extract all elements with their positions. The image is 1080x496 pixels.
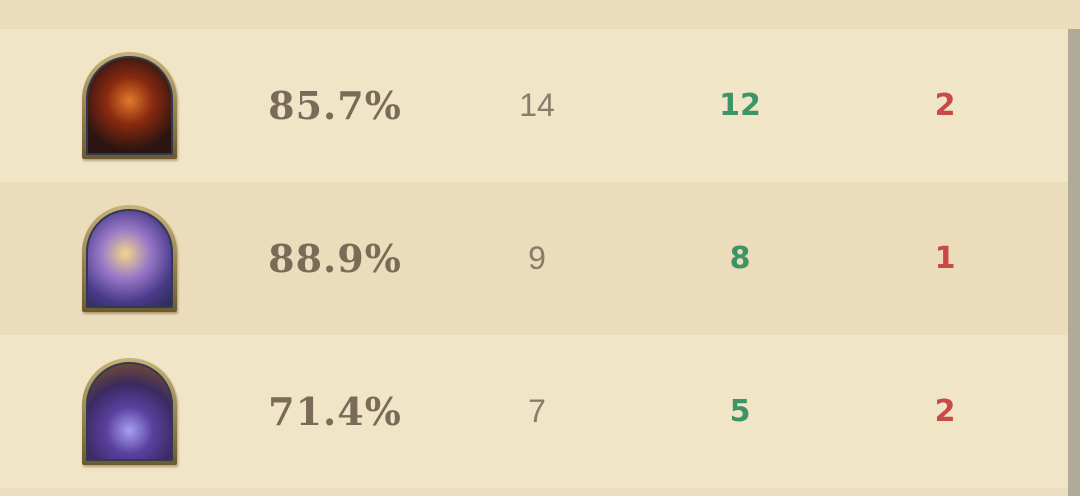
wins: 12 [719,88,761,123]
winrate: 71.4% [268,389,402,434]
hero-portrait-icon [82,358,177,465]
wins: 5 [729,394,751,429]
hero-portrait-icon [82,52,177,159]
losses: 2 [934,394,956,429]
winrate: 85.7% [268,83,402,128]
losses: 1 [934,241,956,276]
wins: 8 [729,241,751,276]
games-played: 7 [528,393,546,429]
games-played: 9 [528,240,546,276]
header-strip [0,0,1080,29]
hero-stats-table: 85.7% 14 12 2 88.9% 9 8 1 71.4% 7 5 2 [0,29,1068,488]
table-row[interactable]: 88.9% 9 8 1 [0,182,1068,335]
scrollbar[interactable] [1068,29,1080,496]
games-played: 14 [519,87,555,123]
table-row[interactable]: 85.7% 14 12 2 [0,29,1068,182]
hero-portrait-icon [82,205,177,312]
table-row[interactable]: 71.4% 7 5 2 [0,335,1068,488]
losses: 2 [934,88,956,123]
winrate: 88.9% [268,236,402,281]
